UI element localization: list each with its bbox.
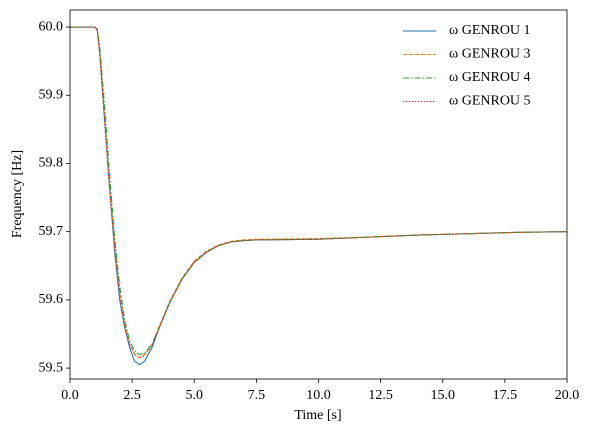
y-tick-label: 59.5 (39, 360, 64, 375)
y-tick-label: 59.9 (39, 87, 64, 102)
x-tick-label: 10.0 (306, 388, 331, 403)
x-tick-label: 12.5 (368, 388, 393, 403)
plot-frame (69, 9, 568, 380)
y-tick-label: 59.6 (39, 292, 64, 307)
legend-label: ω GENROU 5 (449, 94, 531, 109)
x-tick-label: 7.5 (248, 388, 266, 403)
x-axis-label: Time [s] (294, 408, 341, 423)
x-tick-label: 2.5 (123, 388, 141, 403)
series-line (70, 26, 567, 359)
x-tick-label: 0.0 (61, 388, 79, 403)
y-tick-label: 59.7 (39, 224, 64, 239)
y-tick-label: 60.0 (39, 19, 64, 34)
x-tick-label: 17.5 (493, 388, 518, 403)
legend-label: ω GENROU 1 (449, 23, 531, 38)
y-tick-label: 59.8 (39, 156, 64, 171)
x-tick-label: 5.0 (186, 388, 204, 403)
y-axis-label: Frequency [Hz] (10, 150, 25, 238)
legend-label: ω GENROU 3 (449, 47, 531, 62)
legend-label: ω GENROU 4 (449, 70, 531, 85)
x-tick-label: 20.0 (555, 388, 580, 403)
x-tick-label: 15.0 (431, 388, 456, 403)
series-line (70, 26, 567, 359)
